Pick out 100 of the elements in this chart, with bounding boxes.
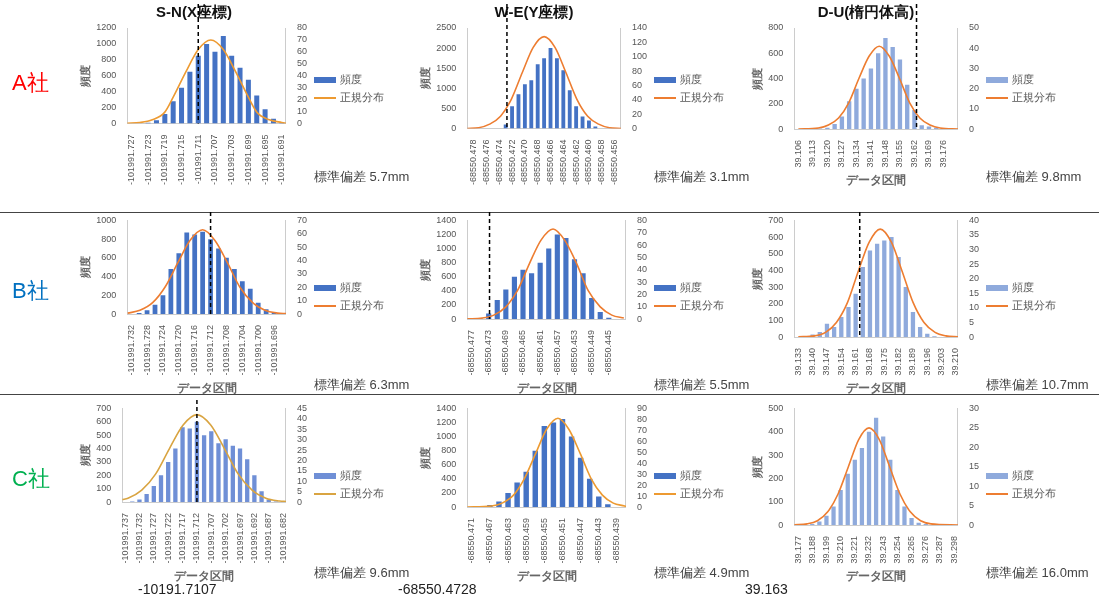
legend-label: 正規分布	[1012, 91, 1056, 103]
x-tick-label: -68550.461	[534, 330, 545, 376]
x-tick-label: -68550.470	[519, 139, 530, 186]
legend-label: 正規分布	[680, 487, 724, 499]
x-tick-label: -101991.719	[159, 134, 170, 185]
y-tick-label: 0	[778, 123, 784, 134]
y2-tick-label: 140	[631, 22, 648, 33]
x-tick-label: 39.276	[920, 536, 931, 564]
x-tick-label: -68550.447	[575, 518, 586, 564]
x-tick-label: -68550.469	[500, 330, 511, 376]
y-tick-label: 800	[441, 445, 457, 456]
y-tick-label: 800	[101, 233, 117, 244]
x-tick-label: -68550.466	[544, 139, 555, 186]
x-tick-label: -68550.449	[586, 330, 597, 376]
x-axis-title: データ区間	[176, 381, 237, 396]
y2-tick-label: 25	[296, 444, 307, 455]
y-tick-label: 1400	[436, 214, 457, 225]
x-tick-label: 39.127	[836, 140, 847, 168]
x-tick-label: -68550.473	[483, 330, 494, 376]
y-tick-label: 300	[768, 449, 784, 460]
y-tick-label: 300	[768, 281, 784, 292]
y-tick-label: 200	[101, 102, 117, 113]
x-tick-label: -101991.691	[276, 134, 287, 185]
legend-label: 正規分布	[340, 299, 384, 311]
y-tick-label: 400	[101, 271, 117, 282]
legend-label: 頻度	[340, 73, 362, 85]
y2-tick-label: 20	[296, 281, 307, 292]
x-tick-label: -68550.477	[466, 330, 476, 376]
x-tick-label: -101991.702	[220, 513, 231, 564]
y-tick-label: 1000	[96, 38, 117, 49]
x-tick-label: -101991.696	[268, 325, 279, 376]
x-tick-label: 39.168	[864, 348, 875, 376]
x-tick-label: -101991.737	[119, 513, 130, 564]
y-tick-label: 100	[768, 314, 784, 325]
x-tick-label: 39.147	[821, 348, 832, 376]
y2-tick-label: 40	[296, 413, 307, 424]
text: -68550.4728	[398, 581, 477, 597]
y2-tick-label: 10	[636, 301, 647, 312]
x-tick-label: -68550.458	[596, 139, 607, 186]
y2-tick-label: 40	[296, 255, 307, 266]
x-tick-label: -101991.708	[220, 325, 231, 376]
x-tick-label: -101991.699	[242, 134, 253, 185]
y2-tick-label: 10	[296, 295, 307, 306]
x-tick-label: -101991.732	[133, 513, 144, 564]
y-tick-label: 500	[768, 402, 784, 413]
x-tick-label: -68550.460	[583, 139, 594, 186]
y-tick-label: 400	[96, 443, 112, 454]
y2-tick-label: 90	[636, 402, 647, 413]
x-tick-label: -101991.717	[177, 513, 188, 564]
x-tick-label: -101991.707	[205, 513, 216, 564]
y-axis-title: 頻度	[78, 64, 92, 88]
x-tick-label: -101991.697	[234, 513, 245, 564]
y2-tick-label: 45	[296, 402, 307, 413]
y2-tick-label: 80	[636, 413, 647, 424]
x-tick-label: -101991.722	[162, 513, 173, 564]
y-tick-label: 0	[106, 496, 112, 507]
y-tick-label: 600	[101, 70, 117, 81]
y2-tick-label: 80	[296, 22, 307, 33]
x-tick-label: -101991.695	[259, 134, 270, 185]
y2-tick-label: 30	[636, 276, 647, 287]
x-tick-label: 39.113	[807, 140, 818, 167]
y-axis-title: 頻度	[750, 455, 764, 479]
legend-label: 頻度	[1012, 73, 1034, 85]
y-tick-label: 400	[768, 264, 784, 275]
x-tick-label: -68550.464	[557, 139, 568, 186]
x-tick-label: -101991.724	[157, 325, 168, 376]
y2-tick-label: 20	[968, 441, 979, 452]
chart-title: S-N(X座標)	[156, 3, 232, 21]
legend-label: 頻度	[1012, 281, 1034, 293]
y2-tick-label: 40	[296, 70, 307, 81]
x-tick-label: -68550.457	[551, 330, 562, 376]
x-tick-label: 39.148	[879, 140, 890, 168]
y2-tick-label: 50	[968, 22, 979, 33]
x-axis-title: データ区間	[516, 569, 577, 584]
y-tick-label: 200	[441, 487, 457, 498]
y2-tick-label: 30	[296, 82, 307, 93]
y2-tick-label: 30	[296, 268, 307, 279]
y-tick-label: 400	[768, 426, 784, 437]
y-tick-label: 1000	[436, 82, 457, 93]
x-tick-label: 39.141	[865, 140, 876, 168]
y-tick-label: 2000	[436, 42, 457, 53]
x-tick-label: -68550.455	[538, 518, 549, 564]
x-tick-label: -101991.711	[192, 134, 203, 185]
y-tick-label: 200	[96, 469, 112, 480]
y2-tick-label: 50	[636, 251, 647, 262]
y-tick-label: 800	[101, 54, 117, 65]
y-tick-label: 500	[96, 429, 112, 440]
y2-tick-label: 20	[296, 94, 307, 105]
y-tick-label: 100	[96, 483, 112, 494]
y2-tick-label: 70	[636, 424, 647, 435]
y2-tick-label: 30	[636, 468, 647, 479]
x-tick-label: 39.287	[934, 536, 945, 564]
y2-tick-label: 40	[631, 94, 642, 105]
y-tick-label: 200	[101, 289, 117, 300]
x-tick-label: -68550.474	[493, 139, 504, 186]
x-tick-label: 39.140	[807, 348, 818, 376]
y-tick-label: 1000	[96, 214, 117, 225]
y2-tick-label: 10	[296, 475, 307, 486]
x-tick-label: -101991.712	[205, 325, 216, 376]
y2-tick-label: 120	[631, 36, 648, 47]
